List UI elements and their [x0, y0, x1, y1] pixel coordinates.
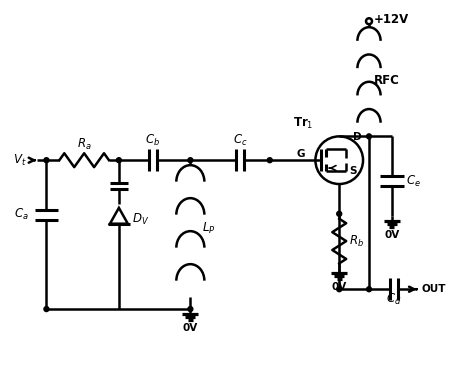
Text: 0V: 0V — [384, 230, 400, 240]
Text: D: D — [353, 132, 362, 142]
Circle shape — [337, 287, 342, 292]
Text: $R_b$: $R_b$ — [349, 234, 364, 248]
Text: +12V: +12V — [374, 13, 409, 26]
Text: $C_d$: $C_d$ — [386, 292, 401, 307]
Text: $C_c$: $C_c$ — [233, 133, 247, 148]
Text: RFC: RFC — [374, 74, 400, 87]
Text: S: S — [349, 166, 357, 176]
Text: Tr$_1$: Tr$_1$ — [293, 115, 313, 131]
Text: $D_V$: $D_V$ — [132, 212, 149, 227]
Text: $V_t$: $V_t$ — [13, 153, 27, 168]
Text: $C_a$: $C_a$ — [14, 207, 28, 222]
Text: $C_e$: $C_e$ — [406, 173, 420, 189]
Text: OUT: OUT — [421, 284, 446, 294]
Text: 0V: 0V — [182, 323, 198, 333]
Circle shape — [188, 307, 193, 312]
Circle shape — [117, 158, 121, 163]
Circle shape — [267, 158, 272, 163]
Text: 0V: 0V — [332, 282, 347, 292]
Text: $R_a$: $R_a$ — [77, 137, 91, 153]
Circle shape — [44, 307, 49, 312]
Circle shape — [337, 211, 342, 216]
Text: $C_b$: $C_b$ — [145, 133, 160, 148]
Circle shape — [366, 134, 372, 139]
Text: G: G — [297, 149, 305, 159]
Text: $L_P$: $L_P$ — [202, 221, 216, 236]
Circle shape — [366, 287, 372, 292]
Circle shape — [44, 158, 49, 163]
Circle shape — [188, 158, 193, 163]
